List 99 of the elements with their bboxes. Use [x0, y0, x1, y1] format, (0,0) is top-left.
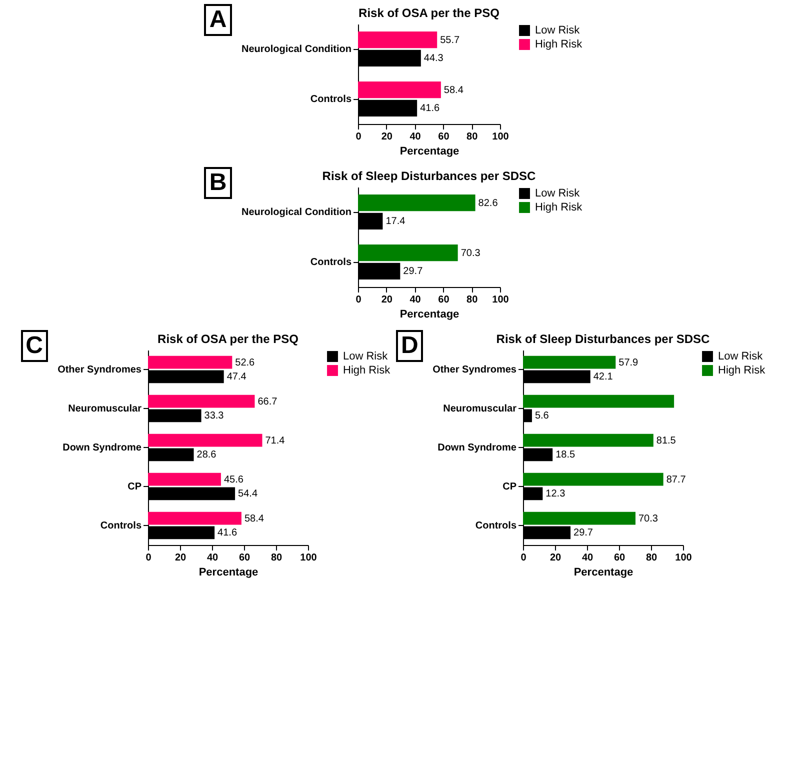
data-label: 41.6 [218, 528, 238, 539]
data-label: 28.6 [196, 450, 217, 461]
bar [523, 434, 654, 447]
data-label: 44.3 [424, 53, 444, 64]
legend-label: Low Risk [534, 188, 580, 200]
x-tick-label: 100 [492, 294, 509, 306]
bar [148, 472, 221, 486]
legend-label: High Risk [534, 38, 582, 50]
legend-label: High Risk [343, 364, 391, 376]
bar [148, 434, 262, 447]
x-tick-label: 40 [409, 132, 421, 142]
y-tick-label: Controls [310, 257, 352, 268]
x-tick-label: 80 [466, 294, 478, 306]
data-label: 58.4 [444, 84, 464, 96]
text: C [20, 330, 48, 362]
data-label: 41.6 [420, 103, 440, 114]
data-label: 57.9 [618, 357, 639, 368]
legend-label: High Risk [534, 202, 582, 214]
x-tick-label: 60 [614, 552, 626, 564]
x-tick-label: 0 [521, 552, 528, 564]
y-tick-label: Neurological Condition [241, 207, 352, 218]
data-label: 52.6 [235, 357, 256, 368]
x-tick-label: 40 [582, 552, 594, 564]
y-tick-label: Controls [476, 520, 518, 532]
data-label: 70.3 [638, 513, 659, 524]
data-label: 17.4 [385, 216, 406, 228]
data-label: 87.7 [666, 474, 687, 486]
data-label: 81.5 [656, 435, 677, 446]
x-tick-label: 100 [300, 552, 318, 564]
y-tick-label: Other Syndromes [58, 364, 142, 376]
data-label: 45.6 [224, 474, 244, 486]
x-tick-label: 20 [381, 294, 393, 306]
x-axis-title: Percentage [400, 308, 459, 320]
bar [523, 512, 636, 525]
x-tick-label: 40 [409, 294, 421, 306]
legend-label: High Risk [718, 364, 766, 376]
data-label: 54.4 [238, 488, 258, 500]
data-label: 70.3 [460, 248, 480, 259]
y-tick-label: Controls [310, 94, 352, 105]
x-tick-label: 60 [438, 132, 450, 142]
x-tick-label: 80 [466, 132, 478, 142]
y-tick-label: Down Syndrome [438, 442, 518, 454]
chart-title: Risk of Sleep Disturbances per SDSC [496, 332, 710, 346]
bar [358, 82, 441, 98]
bar [358, 32, 437, 48]
x-tick-label: 60 [438, 294, 450, 306]
data-label: 29.7 [402, 266, 423, 278]
legend-label: Low Risk [534, 24, 580, 36]
legend-label: Low Risk [718, 350, 764, 362]
x-tick-label: 0 [146, 552, 152, 564]
bar [148, 356, 232, 369]
x-tick-label: 20 [381, 132, 393, 142]
data-label: 66.7 [258, 396, 278, 408]
x-tick-label: 20 [174, 552, 186, 564]
x-axis-title: Percentage [198, 566, 258, 578]
bar [148, 394, 255, 408]
chart-title: Risk of Sleep Disturbances per SDSC [322, 169, 536, 183]
data-label: 29.7 [574, 528, 594, 539]
text: A [204, 4, 232, 36]
x-tick-label: 80 [646, 552, 658, 564]
bar [148, 512, 242, 525]
chart-title: Risk of OSA per the PSQ [158, 332, 298, 346]
y-tick-label: Other Syndromes [432, 364, 518, 376]
x-tick-label: 60 [238, 552, 250, 564]
x-tick-label: 80 [270, 552, 282, 564]
data-label: 33.3 [204, 410, 224, 422]
legend-label: Low Risk [343, 350, 388, 362]
text: D [396, 330, 424, 362]
y-tick-label: CP [502, 482, 518, 492]
x-tick-label: 0 [355, 294, 362, 306]
data-label: 82.6 [478, 198, 498, 209]
y-tick-label: Controls [100, 520, 142, 532]
bar [523, 472, 664, 486]
y-tick-label: Down Syndrome [62, 442, 142, 454]
x-tick-label: 20 [550, 552, 562, 564]
x-axis-title: Percentage [400, 146, 459, 158]
bar [358, 194, 475, 212]
data-label: 18.5 [556, 450, 576, 461]
data-label: 42.1 [594, 372, 614, 383]
data-label: 55.7 [440, 34, 460, 46]
text: B [204, 167, 232, 199]
x-tick-label: 100 [492, 132, 509, 142]
data-label: 58.4 [244, 513, 264, 524]
data-label: 12.3 [546, 488, 566, 500]
x-tick-label: 40 [206, 552, 218, 564]
data-label: 47.4 [226, 372, 247, 383]
bar [523, 356, 616, 369]
chart-title: Risk of OSA per the PSQ [358, 6, 500, 20]
data-label: 71.4 [265, 435, 286, 446]
data-label: 5.6 [535, 410, 550, 422]
y-tick-label: Neurological Condition [241, 44, 352, 55]
y-tick-label: CP [128, 482, 142, 492]
x-axis-title: Percentage [574, 566, 634, 578]
x-tick-label: 100 [676, 552, 693, 564]
bar [358, 244, 458, 262]
bar [523, 394, 674, 408]
y-tick-label: Neuromuscular [443, 404, 517, 414]
y-tick-label: Neuromuscular [68, 404, 142, 414]
x-tick-label: 0 [355, 132, 362, 142]
